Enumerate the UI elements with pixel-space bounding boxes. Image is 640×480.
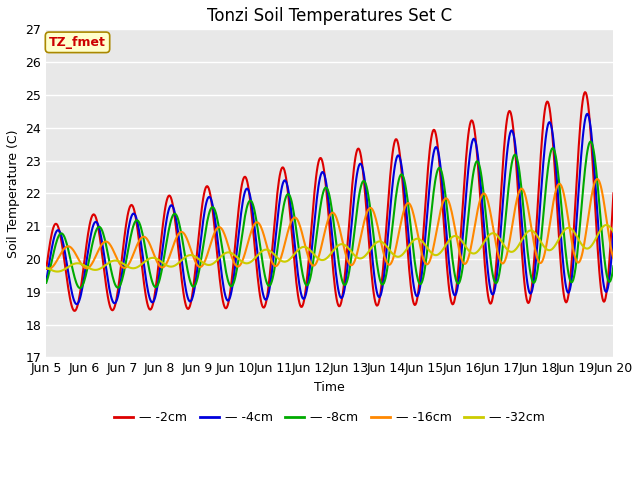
Line: -8cm: -8cm [46, 142, 613, 288]
-16cm [400, 209, 408, 215]
-4cm [400, 179, 408, 185]
Y-axis label: Soil Temperature (C): Soil Temperature (C) [7, 129, 20, 258]
-8cm [112, 283, 120, 288]
-32cm [416, 237, 424, 242]
-8cm [200, 243, 207, 249]
-4cm [73, 301, 81, 307]
-2cm [52, 221, 60, 227]
-16cm [45, 266, 52, 272]
-2cm [170, 204, 177, 210]
-16cm [170, 243, 177, 249]
-32cm [602, 222, 610, 228]
-32cm [54, 269, 61, 275]
-32cm [112, 258, 120, 264]
-16cm [42, 265, 50, 271]
Line: -4cm: -4cm [46, 114, 613, 304]
-4cm [52, 228, 60, 234]
Line: -32cm: -32cm [46, 225, 613, 272]
-2cm [609, 191, 617, 196]
Line: -2cm: -2cm [46, 92, 613, 311]
-2cm [400, 192, 408, 198]
-2cm [581, 89, 589, 95]
-16cm [416, 243, 424, 249]
-4cm [416, 284, 424, 289]
-16cm [593, 176, 601, 182]
-4cm [584, 111, 591, 117]
-32cm [42, 265, 50, 271]
-32cm [609, 229, 617, 235]
-32cm [400, 251, 408, 256]
-8cm [170, 212, 177, 217]
-32cm [52, 269, 60, 275]
-32cm [200, 260, 207, 266]
-8cm [42, 280, 50, 286]
-4cm [609, 228, 617, 234]
-8cm [416, 281, 424, 287]
Text: TZ_fmet: TZ_fmet [49, 36, 106, 49]
Title: Tonzi Soil Temperatures Set C: Tonzi Soil Temperatures Set C [207, 7, 452, 25]
-2cm [112, 300, 120, 306]
-8cm [609, 264, 617, 269]
-8cm [587, 139, 595, 144]
-8cm [52, 239, 60, 245]
-2cm [42, 266, 50, 272]
Legend: — -2cm, — -4cm, — -8cm, — -16cm, — -32cm: — -2cm, — -4cm, — -8cm, — -16cm, — -32cm [109, 406, 550, 429]
-4cm [42, 278, 50, 284]
-2cm [200, 195, 207, 201]
Line: -16cm: -16cm [46, 179, 613, 269]
-16cm [200, 262, 207, 267]
-4cm [112, 300, 120, 305]
-2cm [71, 308, 79, 314]
-16cm [609, 255, 617, 261]
-4cm [200, 217, 207, 223]
-8cm [400, 175, 408, 180]
-16cm [112, 253, 120, 259]
-8cm [76, 285, 84, 291]
X-axis label: Time: Time [314, 381, 345, 394]
-2cm [416, 271, 424, 277]
-32cm [170, 264, 177, 269]
-16cm [54, 257, 61, 263]
-4cm [170, 204, 177, 210]
